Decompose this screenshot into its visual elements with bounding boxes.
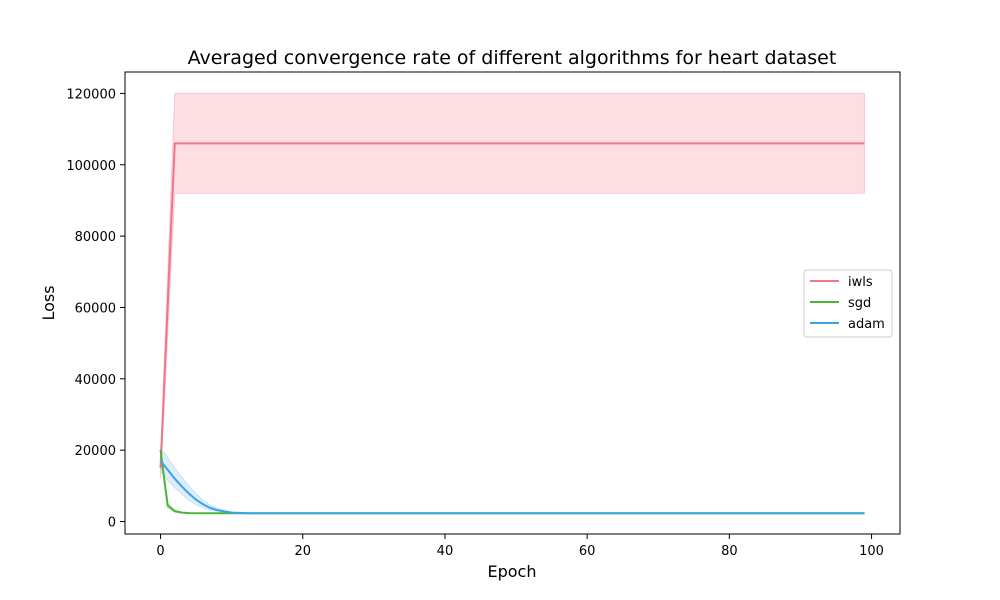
- series-lines: [159, 142, 865, 515]
- line-sgd: [159, 450, 865, 515]
- x-tick-label: 40: [437, 544, 454, 559]
- confidence-bands: [160, 92, 865, 514]
- y-tick-label: 100000: [66, 159, 116, 174]
- x-tick-label: 0: [156, 544, 164, 559]
- x-tick-label: 80: [721, 544, 738, 559]
- y-tick-label: 60000: [75, 301, 116, 316]
- chart-title: Averaged convergence rate of different a…: [188, 47, 837, 69]
- legend-box: [803, 269, 893, 338]
- y-tick-label: 120000: [66, 87, 116, 102]
- band-adam: [160, 446, 865, 514]
- x-axis: 0 20 40 60 80 100: [156, 534, 884, 559]
- y-tick-label: 20000: [75, 444, 116, 459]
- band-iwls: [160, 92, 865, 479]
- legend: iwls sgd adam: [803, 269, 893, 338]
- legend-label-sgd: sgd: [848, 296, 871, 311]
- x-axis-label: Epoch: [488, 562, 537, 581]
- x-tick-label: 100: [859, 544, 884, 559]
- band-sgd: [160, 446, 865, 514]
- y-axis: 0 20000 40000 60000 80000 100000 120000: [66, 87, 125, 531]
- plot-frame: [124, 71, 901, 535]
- y-tick-label: 0: [108, 516, 116, 531]
- line-iwls: [159, 142, 865, 469]
- y-tick-label: 80000: [75, 230, 116, 245]
- legend-label-adam: adam: [848, 317, 885, 332]
- x-tick-label: 60: [579, 544, 596, 559]
- y-axis-label: Loss: [39, 285, 58, 320]
- legend-label-iwls: iwls: [848, 275, 873, 290]
- line-adam: [159, 460, 865, 515]
- x-tick-label: 20: [294, 544, 311, 559]
- y-tick-label: 40000: [75, 373, 116, 388]
